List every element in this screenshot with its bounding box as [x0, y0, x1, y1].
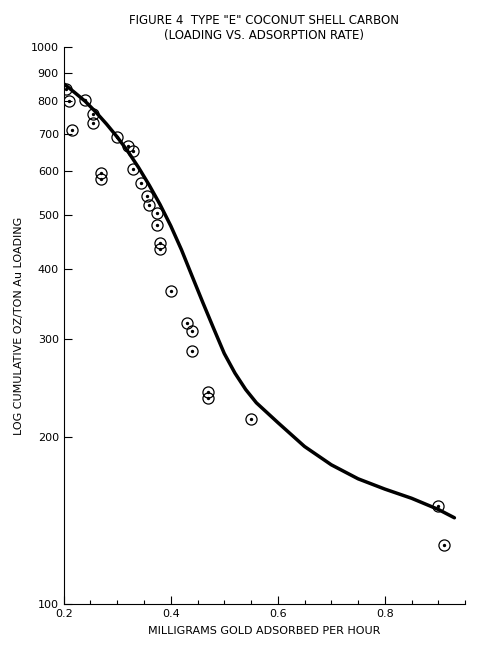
Y-axis label: LOG CUMULATIVE OZ/TON Au LOADING: LOG CUMULATIVE OZ/TON Au LOADING — [14, 216, 24, 435]
Title: FIGURE 4  TYPE "E" COCONUT SHELL CARBON
(LOADING VS. ADSORPTION RATE): FIGURE 4 TYPE "E" COCONUT SHELL CARBON (… — [129, 14, 399, 42]
X-axis label: MILLIGRAMS GOLD ADSORBED PER HOUR: MILLIGRAMS GOLD ADSORBED PER HOUR — [148, 626, 381, 636]
